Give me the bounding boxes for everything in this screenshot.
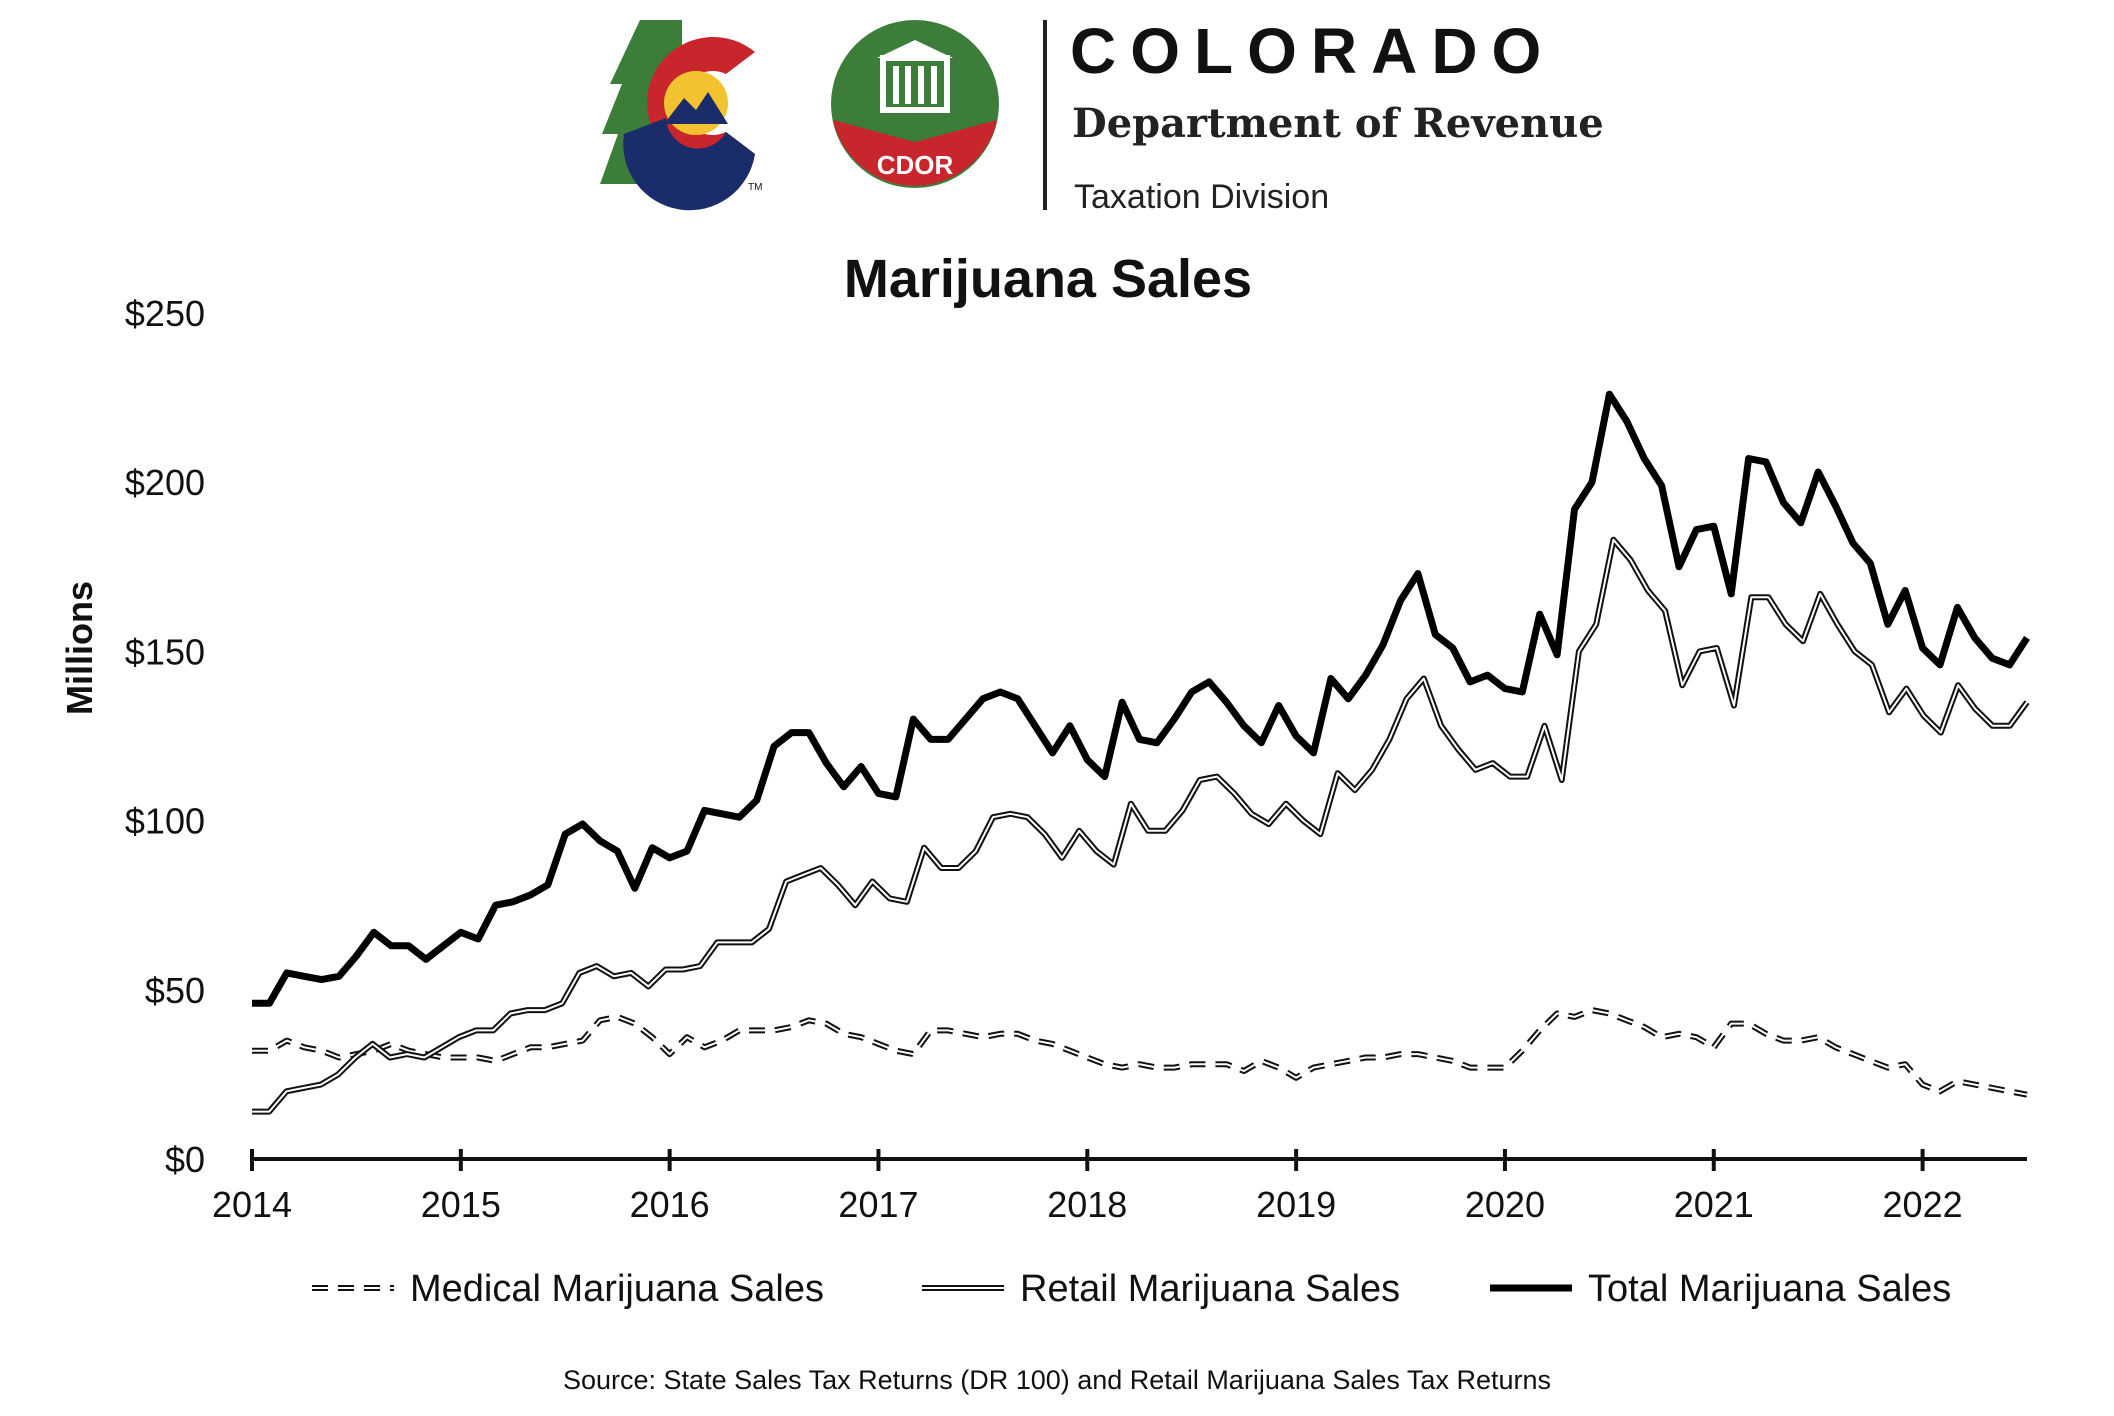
series-line bbox=[252, 536, 2030, 1115]
legend: Medical Marijuana Sales Retail Marijuana … bbox=[312, 1268, 1951, 1310]
svg-text:TM: TM bbox=[748, 182, 762, 193]
header: TM CDOR COLORADO Department of Revenue T… bbox=[600, 14, 1660, 224]
x-tick-label: 2015 bbox=[421, 1184, 501, 1225]
legend-item: Total Marijuana Sales bbox=[1490, 1268, 1951, 1310]
legend-label: Medical Marijuana Sales bbox=[410, 1268, 824, 1310]
series-line bbox=[252, 1007, 2028, 1098]
division-name: Taxation Division bbox=[1074, 178, 1330, 216]
y-tick-label: $150 bbox=[125, 631, 205, 672]
chart-title: Marijuana Sales bbox=[844, 249, 1252, 309]
cdor-seal: CDOR bbox=[831, 20, 999, 188]
y-axis-ticks: $0 $50 $100 $150 $200 $250 bbox=[125, 293, 205, 1180]
chart-series bbox=[252, 390, 2030, 1115]
x-tick-label: 2021 bbox=[1674, 1184, 1754, 1225]
legend-label: Retail Marijuana Sales bbox=[1020, 1268, 1400, 1310]
x-tick-label: 2016 bbox=[630, 1184, 710, 1225]
series-line-inner bbox=[252, 1009, 2028, 1096]
x-axis: 2014 2015 2016 2017 2018 2019 2020 2021 2022 bbox=[212, 1149, 2027, 1225]
y-axis-label: Millions bbox=[59, 581, 100, 715]
header-divider bbox=[1043, 20, 1047, 210]
x-tick-label: 2018 bbox=[1047, 1184, 1127, 1225]
department-name: Department of Revenue bbox=[1072, 100, 1604, 147]
legend-item: Medical Marijuana Sales bbox=[312, 1268, 824, 1310]
y-tick-label: $50 bbox=[145, 970, 205, 1011]
x-tick-label: 2014 bbox=[212, 1184, 292, 1225]
series-line bbox=[252, 390, 2030, 1007]
series-medical-marijuana-sales bbox=[252, 1007, 2028, 1098]
y-tick-label: $100 bbox=[125, 801, 205, 842]
x-tick-label: 2020 bbox=[1465, 1184, 1545, 1225]
series-retail-marijuana-sales bbox=[252, 536, 2030, 1115]
y-tick-label: $0 bbox=[165, 1139, 205, 1180]
legend-label: Total Marijuana Sales bbox=[1588, 1268, 1951, 1310]
x-tick-label: 2017 bbox=[838, 1184, 918, 1225]
header-logos: TM CDOR bbox=[600, 20, 999, 211]
colorado-c-logo: TM bbox=[600, 20, 762, 211]
series-line-inner bbox=[252, 538, 2028, 1113]
seal-text: CDOR bbox=[877, 150, 954, 180]
legend-item: Retail Marijuana Sales bbox=[922, 1268, 1400, 1310]
x-tick-label: 2019 bbox=[1256, 1184, 1336, 1225]
series-total-marijuana-sales bbox=[252, 390, 2030, 1007]
brand-name: COLORADO bbox=[1070, 15, 1556, 87]
y-tick-label: $200 bbox=[125, 462, 205, 503]
x-tick-label: 2022 bbox=[1883, 1184, 1963, 1225]
source-note: Source: State Sales Tax Returns (DR 100)… bbox=[563, 1365, 1551, 1395]
y-tick-label: $250 bbox=[125, 293, 205, 334]
